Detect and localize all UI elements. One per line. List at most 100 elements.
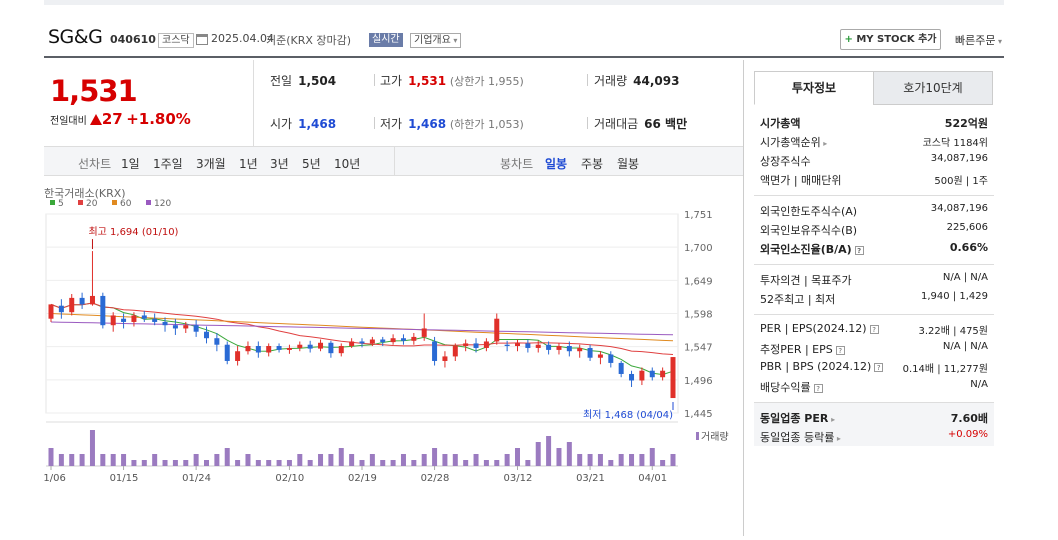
- info-label: 외국인소진율(B/A)?: [760, 241, 864, 257]
- info-label: PER | EPS(2024.12)?: [760, 322, 879, 335]
- period-1y[interactable]: 1년: [239, 157, 258, 171]
- candle-daily[interactable]: 일봉: [545, 157, 568, 171]
- candle-body: [328, 342, 334, 354]
- period-3y[interactable]: 3년: [270, 157, 289, 171]
- volume-bar: [369, 454, 375, 466]
- candle-body: [110, 315, 116, 326]
- volume-bar: [58, 454, 64, 466]
- chevron-right-icon: ▸: [820, 139, 828, 148]
- info-row: PBR | BPS (2024.12)? 0.14배 | 11,277원: [754, 358, 994, 377]
- volume-bar: [504, 454, 510, 466]
- info-group: 투자의견 | 목표주가 N/A | N/A 52주최고 | 최저 1,940 | 1,…: [754, 264, 994, 308]
- info-label[interactable]: 시가총액순위 ▸: [760, 136, 828, 149]
- help-icon[interactable]: ?: [813, 384, 823, 393]
- x-tick-label: 01/15: [110, 473, 139, 484]
- period-1w[interactable]: 1주일: [153, 157, 183, 171]
- top-strip: [44, 0, 1004, 5]
- candle-monthly[interactable]: 월봉: [617, 157, 640, 171]
- info-group: 외국인한도주식수(A) 34,087,196 외국인보유주식수(B) 225,606 외…: [754, 195, 994, 258]
- help-icon[interactable]: ?: [869, 325, 879, 334]
- info-value: 34,087,196: [930, 153, 988, 164]
- info-row: 투자의견 | 목표주가 N/A | N/A: [754, 270, 994, 289]
- legend-label: 60: [120, 199, 132, 209]
- info-row: 동일업종 PER ▸ 7.60배: [754, 408, 994, 427]
- volume-bar: [608, 460, 614, 466]
- info-label[interactable]: 동일업종 등락률 ▸: [760, 431, 841, 444]
- candle-body: [504, 344, 510, 347]
- stat-prev-close: 전일 1,504: [270, 72, 336, 89]
- candle-body: [618, 362, 624, 374]
- low-annotation: 최저 1,468 (04/04): [583, 409, 673, 421]
- change-label: 전일대비: [50, 116, 87, 127]
- candle-body: [172, 325, 178, 329]
- candle-body: [432, 341, 438, 361]
- candle-body: [525, 343, 531, 348]
- period-3m[interactable]: 3개월: [196, 157, 226, 171]
- info-value: +0.09%: [947, 429, 988, 440]
- info-label: 추정PER | EPS?: [760, 341, 845, 357]
- candle-body: [204, 331, 209, 339]
- chevron-right-icon: ▸: [834, 434, 841, 443]
- info-value: 7.60배: [950, 412, 988, 425]
- info-label: 상장주식수: [760, 155, 811, 168]
- stat-volume: 거래량 44,093: [594, 72, 679, 89]
- candle-body: [89, 295, 95, 305]
- help-icon[interactable]: ?: [874, 363, 884, 372]
- info-value: N/A: [970, 379, 988, 390]
- quick-order-button[interactable]: 빠른주문 ▾: [955, 32, 1002, 48]
- candle-body: [276, 346, 282, 350]
- period-10y[interactable]: 10년: [334, 157, 361, 171]
- x-tick-label: 02/10: [275, 473, 304, 484]
- chevron-right-icon: ▸: [828, 415, 836, 424]
- quote-basis: 기준(KRX 장마감): [266, 34, 352, 47]
- volume-bar: [670, 454, 676, 466]
- info-row: 시가총액 522억원: [754, 113, 994, 132]
- x-tick-label: 02/19: [348, 473, 377, 484]
- volume-bar: [535, 442, 541, 466]
- y-tick-label: 1,496: [684, 376, 713, 387]
- period-5y[interactable]: 5년: [302, 157, 321, 171]
- realtime-button[interactable]: 실시간: [369, 33, 403, 47]
- candle-body: [483, 341, 489, 348]
- chart-toolbar: 선차트 1일 1주일 3개월 1년 3년 5년 10년 봉차트 일봉 주봉 월봉: [44, 146, 744, 176]
- stat-value: 1,468: [408, 117, 447, 131]
- info-row: 외국인소진율(B/A)? 0.66%: [754, 239, 994, 258]
- candle-body: [400, 338, 406, 341]
- info-value: 3.22배 | 475원: [918, 326, 988, 337]
- info-value: 코스닥 1184위: [922, 138, 988, 149]
- stat-value: 1,531: [408, 74, 447, 88]
- volume-bar: [110, 454, 116, 466]
- candle-weekly[interactable]: 주봉: [581, 157, 604, 171]
- info-value: 0.14배 | 11,277원: [902, 364, 988, 375]
- tab-order-book[interactable]: 호가10단계: [873, 71, 993, 105]
- lower-limit: (하한가 1,053): [449, 118, 524, 131]
- period-1d[interactable]: 1일: [121, 157, 140, 171]
- price-box: 1,531 전일대비 27 +1.80%: [44, 60, 254, 146]
- info-value: 522억원: [944, 117, 988, 130]
- volume-bar: [79, 454, 85, 466]
- volume-bar: [483, 460, 489, 466]
- help-icon[interactable]: ?: [835, 346, 845, 355]
- market-badge: 코스닥: [158, 33, 194, 48]
- company-overview-dropdown[interactable]: 기업개요 ▾: [410, 33, 462, 48]
- info-label[interactable]: 동일업종 PER ▸: [760, 412, 836, 425]
- y-tick-label: 1,445: [684, 409, 713, 420]
- volume-bar: [556, 448, 562, 466]
- stat-label: 저가: [380, 117, 403, 131]
- volume-bar: [525, 460, 531, 466]
- mystock-add-button[interactable]: + MY STOCK 추가: [840, 29, 941, 50]
- y-tick-label: 1,649: [684, 276, 713, 287]
- tab-invest-info[interactable]: 투자정보: [754, 71, 874, 105]
- help-icon[interactable]: ?: [854, 246, 864, 255]
- info-row: 상장주식수 34,087,196: [754, 151, 994, 170]
- stat-value: 66 백만: [644, 117, 688, 131]
- volume-bar: [214, 454, 220, 466]
- chart-source: 한국거래소(KRX): [44, 187, 126, 200]
- info-row: 52주최고 | 최저 1,940 | 1,429: [754, 289, 994, 308]
- volume-bar: [649, 448, 655, 466]
- candle-body: [307, 344, 313, 349]
- info-value: 225,606: [946, 222, 988, 233]
- volume-bar: [255, 460, 261, 466]
